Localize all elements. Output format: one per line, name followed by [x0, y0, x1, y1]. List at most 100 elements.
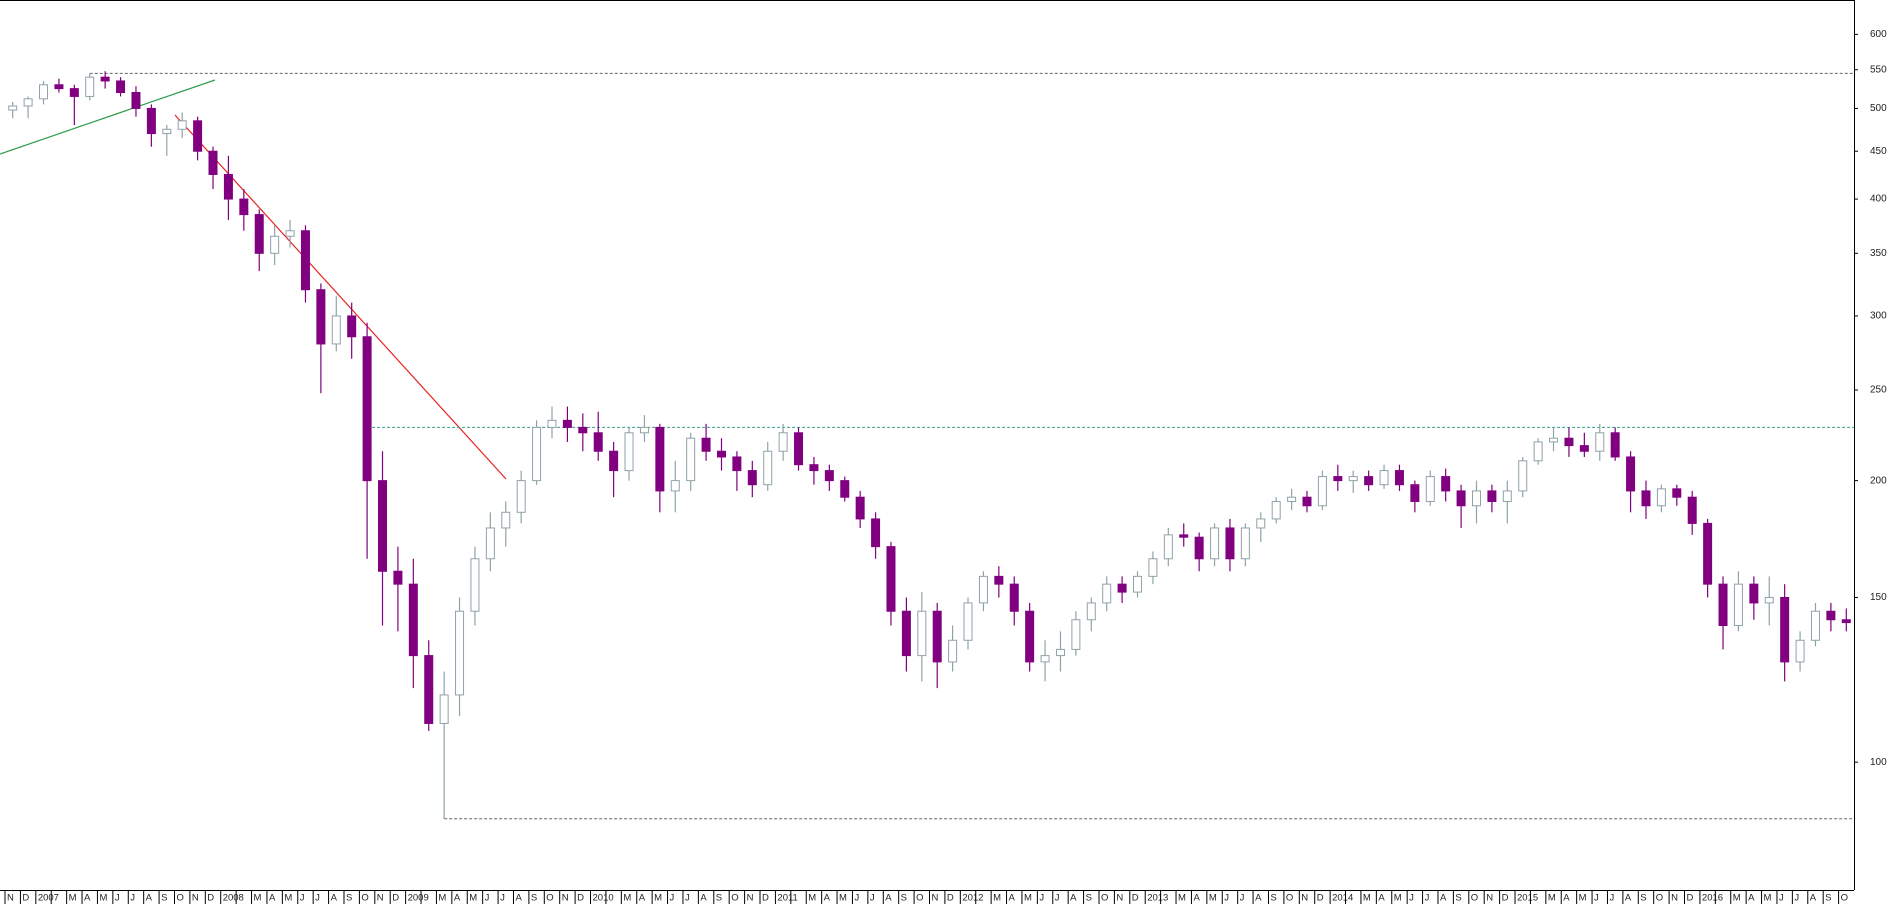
candle-body — [1718, 583, 1728, 626]
candle-body — [1780, 596, 1790, 663]
candle-body — [532, 426, 542, 482]
y-tick-label: 150 — [1870, 592, 1887, 603]
candle-body — [1764, 596, 1774, 604]
candle-body — [963, 602, 973, 641]
candle-body — [917, 610, 927, 657]
x-tick-label: M — [1579, 893, 1587, 904]
x-tick-label: A — [1748, 893, 1755, 904]
x-tick-label: A — [1070, 893, 1077, 904]
x-tick-label: M — [1733, 893, 1741, 904]
candle-body — [1502, 490, 1512, 502]
candle-body — [501, 511, 511, 529]
candle-body — [1641, 490, 1651, 507]
candle-body — [39, 84, 49, 100]
x-tick-label: D — [947, 893, 954, 904]
x-tick-label: D — [392, 893, 399, 904]
x-tick-label: J — [1409, 893, 1414, 904]
x-tick-label: M — [808, 893, 816, 904]
x-tick-label: A — [1193, 893, 1200, 904]
y-tick-label: 600 — [1870, 29, 1887, 40]
x-tick-label: D — [1132, 893, 1139, 904]
x-tick-label: M — [1178, 893, 1186, 904]
candle-body — [424, 655, 434, 724]
candle-body — [701, 437, 711, 452]
candle-body — [855, 496, 865, 520]
x-tick-label: J — [1240, 893, 1245, 904]
x-tick-label: 2013 — [1147, 893, 1168, 904]
x-tick-label: D — [1502, 893, 1509, 904]
candle-body — [455, 610, 465, 696]
candle-body — [1179, 534, 1189, 538]
candle-body — [1256, 518, 1266, 529]
y-tick-label: 200 — [1870, 475, 1887, 486]
candle-body — [362, 336, 372, 482]
candle-body — [901, 610, 911, 657]
x-tick-label: A — [269, 893, 276, 904]
candle-body — [1564, 437, 1574, 447]
x-tick-label: J — [670, 893, 675, 904]
x-tick-label: M — [1764, 893, 1772, 904]
candle-body — [393, 570, 403, 585]
candle-body — [1317, 476, 1327, 507]
x-tick-label: J — [1425, 893, 1430, 904]
candle-body — [1240, 527, 1250, 560]
x-tick-label: N — [1116, 893, 1123, 904]
x-tick-label: S — [1270, 893, 1276, 904]
candle-body — [1055, 648, 1065, 657]
x-tick-label: J — [1779, 893, 1784, 904]
x-tick-label: N — [932, 893, 939, 904]
x-tick-label: J — [300, 893, 305, 904]
candle-body — [285, 230, 295, 237]
candle-body — [300, 230, 310, 291]
x-tick-label: J — [315, 893, 320, 904]
x-tick-label: N — [1486, 893, 1493, 904]
candle-body — [1364, 476, 1374, 486]
x-tick-label: S — [531, 893, 537, 904]
x-tick-label: J — [130, 893, 135, 904]
candle-body — [578, 426, 588, 434]
candle-body — [1826, 610, 1836, 621]
x-tick-label: J — [1594, 893, 1599, 904]
x-tick-label: S — [1086, 893, 1092, 904]
x-tick-label: M — [254, 893, 262, 904]
candle-body — [1425, 476, 1435, 502]
x-tick-label: M — [1548, 893, 1556, 904]
candle-body — [686, 437, 696, 482]
x-tick-label: M — [654, 893, 662, 904]
x-tick-label: M — [993, 893, 1001, 904]
x-tick-label: S — [716, 893, 722, 904]
candle-body — [85, 76, 95, 97]
x-tick-label: 2008 — [223, 893, 244, 904]
candle-body — [1194, 536, 1204, 560]
x-tick-label: N — [562, 893, 569, 904]
x-tick-label: 2015 — [1517, 893, 1538, 904]
candle-body — [547, 419, 557, 428]
candle-body — [1302, 496, 1312, 507]
candle-body — [516, 480, 526, 513]
x-tick-label: A — [700, 893, 707, 904]
candle-body — [824, 470, 834, 482]
candle-body — [1841, 619, 1851, 624]
x-tick-label: J — [115, 893, 120, 904]
x-tick-label: 2011 — [777, 893, 797, 904]
y-tick-label: 250 — [1870, 385, 1887, 396]
candle-body — [1394, 470, 1404, 486]
candle-body — [778, 432, 788, 452]
candle-body — [1703, 522, 1713, 585]
x-tick-label: A — [454, 893, 461, 904]
y-tick-label: 300 — [1870, 311, 1887, 322]
candle-body — [732, 456, 742, 472]
x-tick-label: D — [1317, 893, 1324, 904]
candle-body — [1040, 655, 1050, 663]
candle-body — [1579, 445, 1589, 452]
candle-body — [223, 173, 233, 200]
x-tick-label: J — [500, 893, 505, 904]
x-tick-label: M — [1363, 893, 1371, 904]
x-tick-label: J — [685, 893, 690, 904]
candle-body — [316, 289, 326, 345]
x-tick-label: J — [870, 893, 875, 904]
x-tick-label: M — [284, 893, 292, 904]
y-tick-label: 450 — [1870, 146, 1887, 157]
candle-body — [1487, 490, 1497, 502]
